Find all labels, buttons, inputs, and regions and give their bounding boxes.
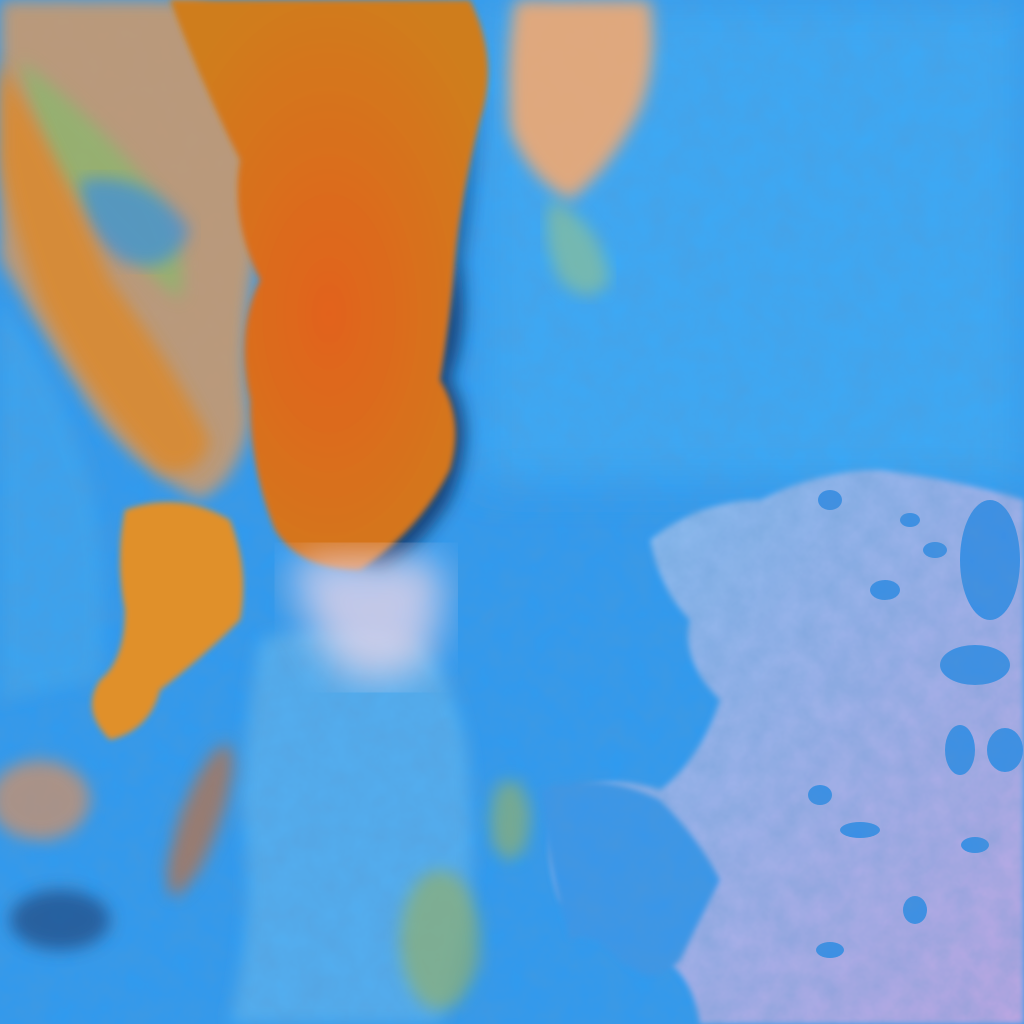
high-cloud-south-lobe xyxy=(92,502,244,740)
blue-cloud-gap xyxy=(80,178,190,266)
cloud-streaks-south xyxy=(0,744,530,1010)
cloud-streaks-north xyxy=(546,200,610,295)
high-cloud-west-arm xyxy=(0,60,210,472)
high-cloud-main xyxy=(170,0,488,570)
cloud-patch-north xyxy=(508,0,654,200)
low-cloud-fan xyxy=(290,555,443,680)
